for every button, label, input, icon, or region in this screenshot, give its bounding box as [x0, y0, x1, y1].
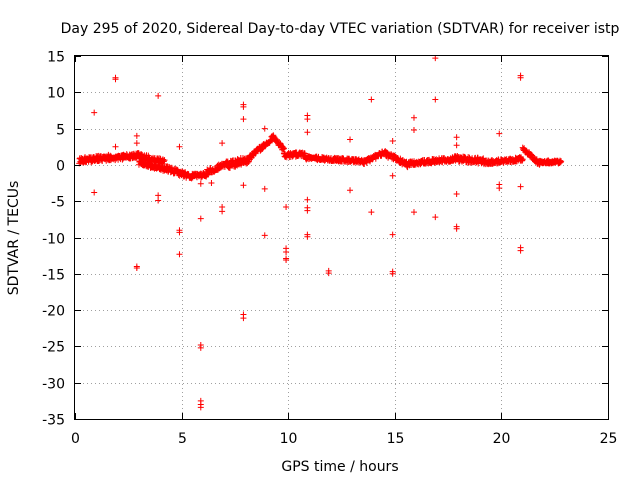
data-point [432, 55, 439, 62]
data-point [283, 249, 290, 256]
data-point [112, 76, 119, 83]
data-point [197, 404, 204, 411]
data-point [517, 74, 524, 81]
y-tick-label: 15 [47, 50, 65, 66]
data-point [133, 263, 140, 270]
data-point [410, 209, 417, 216]
data-point [410, 114, 417, 121]
data-point [91, 109, 98, 116]
x-tick-label: 15 [387, 431, 405, 447]
plot-frame [74, 55, 609, 420]
data-point [519, 156, 526, 163]
data-point [466, 154, 473, 161]
data-point [453, 134, 460, 141]
data-point [261, 125, 268, 132]
data-point [91, 189, 98, 196]
data-point [496, 130, 503, 137]
x-tick-label: 25 [600, 431, 618, 447]
data-point [304, 207, 311, 214]
y-tick-label: -15 [42, 268, 65, 284]
data-point [453, 142, 460, 149]
data-point [112, 143, 119, 150]
data-point [176, 143, 183, 150]
data-point [219, 208, 226, 215]
data-point [197, 180, 204, 187]
data-point [240, 315, 247, 322]
grid-lines [75, 56, 608, 419]
x-tick-label: 20 [493, 431, 511, 447]
data-point [347, 187, 354, 194]
data-point [432, 96, 439, 103]
data-point [432, 214, 439, 221]
data-point [389, 270, 396, 277]
data-point [283, 257, 290, 264]
data-point [176, 251, 183, 258]
data-point [347, 136, 354, 143]
y-tick-label: -20 [42, 304, 65, 320]
chart-title: Day 295 of 2020, Sidereal Day-to-day VTE… [61, 21, 620, 37]
data-point [155, 197, 162, 204]
x-axis-label: GPS time / hours [281, 459, 398, 475]
data-point [389, 137, 396, 144]
data-point [304, 196, 311, 203]
data-point [368, 96, 375, 103]
data-point [280, 145, 287, 152]
data-point [517, 247, 524, 254]
data-point [304, 129, 311, 136]
data-point [219, 140, 226, 147]
data-point [410, 127, 417, 134]
y-tick-label: -25 [42, 340, 65, 356]
data-point [368, 209, 375, 216]
axis-ticks: 0 5 10 15 20 25 -35 -30 -25 -20 -15 -10 -5 0 5 10 15 [42, 50, 617, 448]
data-point [133, 132, 140, 139]
x-tick-label: 10 [280, 431, 298, 447]
y-axis-label: SDTVAR / TECUs [6, 181, 22, 296]
data-point [240, 103, 247, 110]
data-point [389, 172, 396, 179]
data-point [496, 185, 503, 192]
data-point [155, 192, 162, 199]
data-point [176, 229, 183, 236]
data-point [240, 182, 247, 189]
data-point [197, 215, 204, 222]
x-tick-label: 5 [178, 431, 187, 447]
data-point [133, 140, 140, 147]
y-tick-label: -5 [51, 195, 65, 211]
data-point [283, 204, 290, 211]
data-point [517, 183, 524, 190]
data-point [240, 116, 247, 123]
data-point [325, 270, 332, 277]
y-tick-label: 5 [56, 123, 65, 139]
data-point [261, 185, 268, 192]
data-point [558, 158, 565, 165]
y-tick-label: 0 [56, 159, 65, 175]
x-tick-label: 0 [71, 431, 80, 447]
y-tick-label: 10 [47, 86, 65, 102]
data-point [304, 233, 311, 240]
data-point [453, 190, 460, 197]
data-point [474, 158, 481, 165]
data-point [304, 116, 311, 123]
data-point [161, 157, 168, 164]
y-tick-label: -10 [42, 232, 65, 248]
y-tick-label: -35 [42, 413, 65, 429]
data-points [76, 55, 565, 411]
data-point [261, 232, 268, 239]
data-point [208, 180, 215, 187]
data-point [155, 92, 162, 99]
data-point [197, 344, 204, 351]
data-point [389, 231, 396, 238]
y-tick-label: -30 [42, 377, 65, 393]
data-point [453, 225, 460, 232]
